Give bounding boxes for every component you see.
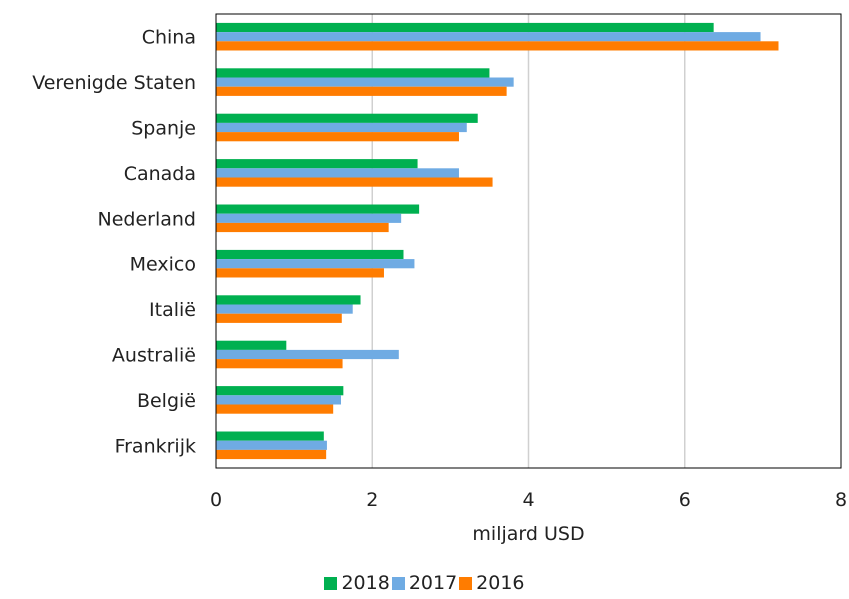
bar-2016 — [216, 222, 389, 233]
legend-item-2016: 2016 — [459, 572, 525, 594]
bar-2018 — [216, 22, 714, 33]
bar-2017 — [216, 259, 415, 269]
plot-frame — [215, 13, 842, 469]
category-label: Frankrijk — [115, 435, 196, 457]
bar-2016 — [216, 449, 327, 460]
bar-2016 — [216, 359, 343, 369]
bar-2016 — [216, 313, 342, 323]
bar-2017 — [216, 304, 353, 314]
bar-2017 — [216, 122, 467, 133]
x-tick-label: 2 — [366, 489, 378, 511]
legend-swatch — [459, 577, 473, 590]
legend-swatch — [324, 577, 338, 590]
bar-2016 — [216, 404, 334, 414]
category-label: Verenigde Staten — [32, 72, 196, 94]
category-labels: China Verenigde Staten Spanje Canada Nederla… — [32, 27, 196, 458]
x-axis-title: miljard USD — [472, 523, 584, 545]
bar-2017 — [216, 32, 761, 42]
bar-2018 — [216, 340, 287, 350]
bar-2016 — [216, 86, 507, 96]
category-label: Canada — [124, 163, 196, 185]
category-label: China — [142, 27, 196, 49]
bar-2017 — [216, 395, 341, 405]
bar-2016 — [216, 41, 779, 51]
category-label: Australië — [112, 345, 196, 367]
tick-labels: 0 2 4 6 8 — [210, 489, 847, 511]
bar-2017 — [216, 213, 402, 223]
x-tick-label: 6 — [679, 489, 691, 511]
bar-2017 — [216, 168, 459, 178]
category-label: Italië — [149, 299, 196, 321]
legend-item-2018: 2018 — [324, 572, 390, 594]
bar-2018 — [216, 113, 478, 123]
x-tick-label: 8 — [835, 489, 847, 511]
bar-2018 — [216, 68, 490, 78]
bar-2018 — [216, 431, 324, 441]
bar-2018 — [216, 204, 420, 214]
legend: 2018 2017 2016 — [0, 572, 849, 594]
legend-label: 2018 — [341, 572, 390, 594]
bar-2016 — [216, 268, 384, 278]
bar-2016 — [216, 132, 459, 142]
category-label: Nederland — [98, 208, 197, 230]
legend-item-2017: 2017 — [391, 572, 458, 594]
x-tick-label: 4 — [522, 489, 534, 511]
bar-2017 — [216, 349, 399, 360]
bar-2017 — [216, 440, 327, 450]
x-tick-label: 0 — [210, 489, 222, 511]
bars — [216, 22, 779, 460]
bar-chart: China Verenigde Staten Spanje Canada Nederla… — [32, 13, 847, 545]
legend-label: 2016 — [476, 572, 525, 594]
category-label: België — [137, 390, 196, 412]
category-label: Mexico — [130, 254, 196, 276]
legend-label: 2017 — [408, 572, 458, 594]
bar-2018 — [216, 159, 418, 169]
bar-2016 — [216, 177, 493, 187]
bar-2018 — [216, 249, 404, 260]
bar-2018 — [216, 386, 344, 396]
bar-2017 — [216, 77, 514, 87]
legend-swatch — [391, 577, 405, 590]
bar-2018 — [216, 295, 361, 305]
category-label: Spanje — [131, 118, 196, 140]
